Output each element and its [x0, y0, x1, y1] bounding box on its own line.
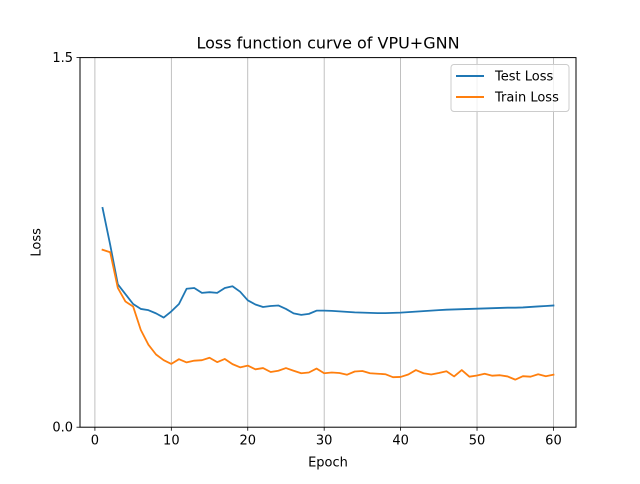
x-tick-label: 0: [91, 434, 99, 449]
axis-ticks: 0 10 20 30 40 50 60 0.0 1.5: [52, 51, 561, 449]
x-tick-label: 60: [545, 434, 562, 449]
legend: Test Loss Train Loss: [450, 64, 570, 112]
series-lines: [101, 206, 555, 381]
grid-lines: [94, 57, 554, 428]
x-tick-label: 20: [239, 434, 256, 449]
x-tick-label: 10: [163, 434, 180, 449]
x-tick-label: 30: [316, 434, 333, 449]
series-line-test-loss: [101, 206, 555, 319]
legend-label-train-loss: Train Loss: [494, 91, 559, 106]
chart-title: Loss function curve of VPU+GNN: [196, 34, 459, 53]
legend-label-test-loss: Test Loss: [494, 70, 553, 85]
y-tick-label: 0.0: [52, 421, 73, 436]
x-tick-label: 40: [392, 434, 409, 449]
x-axis-label: Epoch: [308, 456, 348, 471]
plot-frame: [79, 57, 577, 428]
series-line-train-loss: [101, 248, 555, 381]
y-tick-label: 1.5: [52, 51, 73, 66]
x-tick-label: 50: [469, 434, 486, 449]
y-axis-label: Loss: [30, 228, 45, 257]
